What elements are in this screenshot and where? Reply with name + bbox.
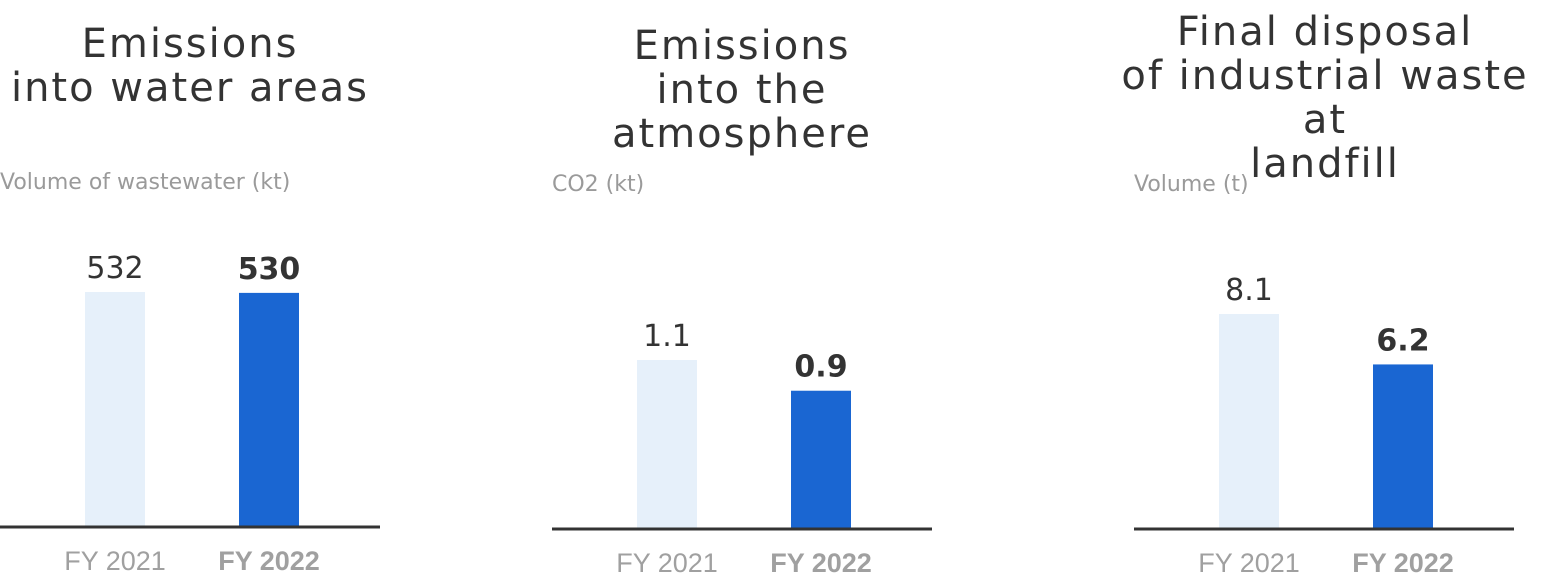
data-label: 1.1 bbox=[643, 319, 691, 354]
data-label: 530 bbox=[238, 252, 301, 287]
bar-chart: 532 FY 2021 530 FY 2022 bbox=[0, 251, 380, 576]
x-tick-label: FY 2021 bbox=[616, 548, 718, 578]
x-tick-label: FY 2021 bbox=[64, 546, 166, 576]
bar-chart: 8.1 FY 2021 6.2 FY 2022 bbox=[1134, 273, 1514, 578]
x-tick-label: FY 2022 bbox=[218, 546, 320, 576]
x-tick-label: FY 2021 bbox=[1198, 548, 1300, 578]
data-label: 532 bbox=[86, 251, 143, 286]
chart-panel-landfill: Final disposal of industrial waste at la… bbox=[1104, 0, 1546, 581]
bar-fy-2022 bbox=[791, 390, 851, 529]
y-axis-label: CO2 (kt) bbox=[552, 172, 645, 197]
chart-panel-water: Emissions into water areas Volume of was… bbox=[0, 0, 380, 581]
x-tick-label: FY 2022 bbox=[770, 548, 872, 578]
bar-chart: 1.1 FY 2021 0.9 FY 2022 bbox=[552, 319, 932, 578]
data-label: 8.1 bbox=[1225, 273, 1273, 308]
bar-fy-2022 bbox=[1373, 364, 1433, 529]
chart-title: Emissions into water areas bbox=[10, 21, 370, 111]
bar-fy-2022 bbox=[239, 292, 299, 527]
chart-title: Emissions into the atmosphere bbox=[612, 23, 872, 157]
data-label: 0.9 bbox=[794, 350, 847, 385]
data-label: 6.2 bbox=[1376, 323, 1429, 358]
y-axis-label: Volume of wastewater (kt) bbox=[0, 170, 291, 195]
chart-title: Final disposal of industrial waste at la… bbox=[1121, 9, 1529, 187]
bar-fy-2021 bbox=[85, 292, 145, 527]
x-tick-label: FY 2022 bbox=[1352, 548, 1454, 578]
bar-fy-2021 bbox=[1219, 314, 1279, 529]
chart-panel-atmosphere: Emissions into the atmosphere CO2 (kt) 1… bbox=[552, 0, 932, 581]
bar-fy-2021 bbox=[637, 360, 697, 529]
y-axis-label: Volume (t) bbox=[1134, 172, 1249, 197]
